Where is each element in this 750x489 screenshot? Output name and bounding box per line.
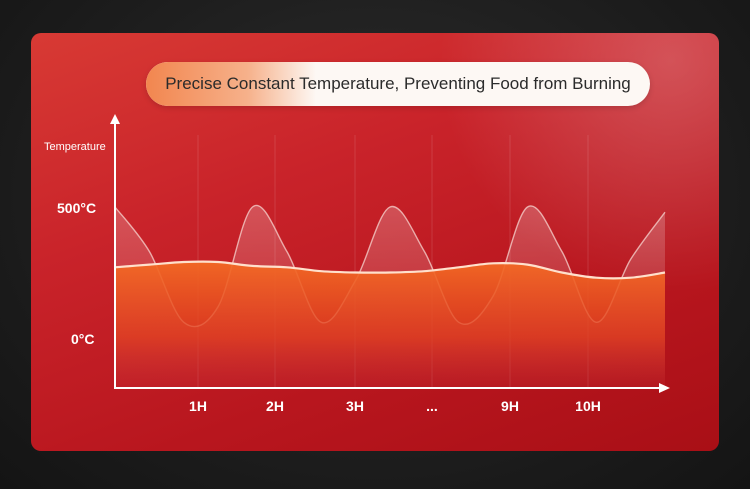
x-ticks: 1H 2H 3H... 9H 10H: [189, 398, 601, 414]
y-tick-0: 0°C: [71, 331, 95, 347]
series-flat-line: [114, 260, 666, 280]
x-tick-label: 9H: [501, 398, 519, 414]
series-flat-area: [115, 261, 665, 388]
x-axis-arrow: [659, 383, 670, 393]
x-tick-label: 1H: [189, 398, 207, 414]
y-axis-arrow: [110, 114, 120, 124]
banner-pill: Precise Constant Temperature, Preventing…: [146, 62, 650, 106]
x-tick-label: 10H: [575, 398, 601, 414]
x-tick-label: 3H: [346, 398, 364, 414]
y-tick-500: 500°C: [57, 200, 96, 216]
x-tick-label: ...: [426, 398, 438, 414]
banner-accent: [146, 62, 316, 106]
banner-text: Precise Constant Temperature, Preventing…: [165, 74, 631, 93]
y-axis-label: Temperature: [44, 141, 106, 153]
x-tick-label: 2H: [266, 398, 284, 414]
